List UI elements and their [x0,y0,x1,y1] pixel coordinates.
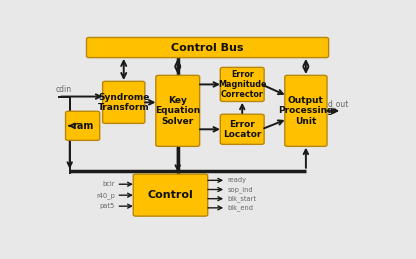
FancyBboxPatch shape [103,81,145,124]
Text: Control Bus: Control Bus [171,42,244,53]
Text: r40_p: r40_p [96,192,115,199]
Text: Error
Magnitude
Corrector: Error Magnitude Corrector [218,69,267,99]
Text: Control: Control [148,190,193,200]
Text: Key
Equation
Solver: Key Equation Solver [155,96,201,126]
Text: d_out: d_out [328,99,349,108]
FancyBboxPatch shape [220,114,264,144]
Text: blk_end: blk_end [228,204,254,211]
Text: Error
Locator: Error Locator [223,120,261,139]
Text: ram: ram [72,121,93,131]
Text: Output
Processing
Unit: Output Processing Unit [278,96,334,126]
Text: sop_ind: sop_ind [228,186,253,193]
Text: cdin: cdin [55,84,72,93]
FancyBboxPatch shape [285,75,327,146]
Text: Syndrome
Transform: Syndrome Transform [98,93,150,112]
FancyBboxPatch shape [133,174,208,216]
Text: pat5: pat5 [99,203,115,209]
Text: blk_start: blk_start [228,195,257,202]
FancyBboxPatch shape [66,111,100,140]
FancyBboxPatch shape [156,75,200,146]
Text: bcir: bcir [102,181,115,187]
FancyBboxPatch shape [220,67,264,102]
FancyBboxPatch shape [87,38,329,57]
Text: ready: ready [228,177,247,183]
